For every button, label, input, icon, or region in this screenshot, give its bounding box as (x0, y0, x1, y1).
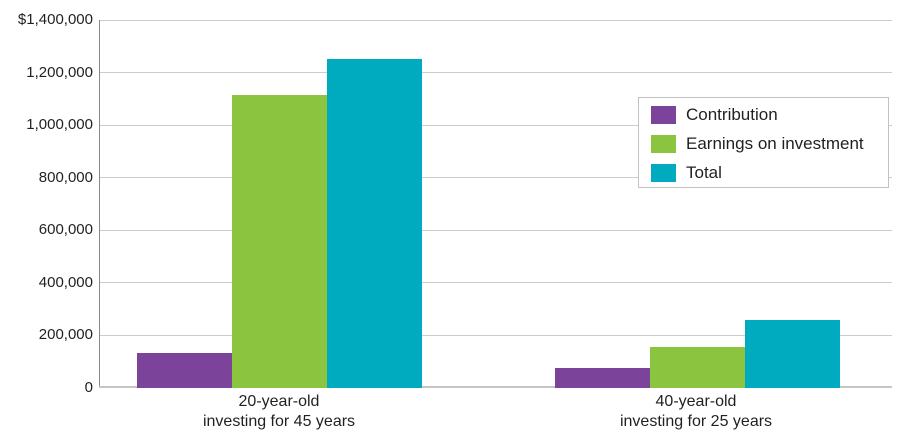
gridline (99, 229, 892, 231)
y-axis-tick-label: 1,000,000 (26, 116, 93, 134)
bar-earnings-on-investment-group2 (650, 347, 745, 388)
category-label-line1: 40-year-old (655, 393, 737, 410)
bar-contribution-group1 (137, 352, 232, 388)
legend-label-earnings: Earnings on investment (686, 133, 864, 153)
category-label-20-year-old: 20-year-old investing for 45 years (203, 392, 355, 432)
bar-contribution-group2 (555, 368, 650, 388)
y-axis-tick-label: 800,000 (38, 168, 93, 186)
gridline (99, 72, 892, 74)
legend-item-earnings: Earnings on investment (651, 130, 888, 158)
y-axis-tick-label: 1,200,000 (26, 63, 93, 81)
legend-swatch-contribution (651, 106, 676, 125)
x-axis-line (99, 386, 892, 388)
category-label-40-year-old: 40-year-old investing for 25 years (620, 392, 772, 432)
y-axis-tick-label: 600,000 (38, 221, 93, 239)
category-label-line2: investing for 25 years (619, 413, 773, 430)
y-axis-line (99, 20, 100, 388)
legend-item-total: Total (651, 159, 888, 187)
bar-total-group1 (327, 59, 422, 388)
legend-swatch-total (651, 163, 676, 182)
gridline (99, 124, 892, 126)
legend-label-contribution: Contribution (686, 105, 778, 125)
y-axis-tick-label: 400,000 (38, 273, 93, 291)
category-label-line2: investing for 45 years (202, 413, 356, 430)
gridline (99, 177, 892, 179)
legend-swatch-earnings (651, 134, 676, 153)
gridline (99, 282, 892, 284)
y-axis-tick-label: 200,000 (38, 326, 93, 344)
bar-earnings-on-investment-group1 (232, 94, 327, 388)
category-label-line1: 20-year-old (238, 393, 320, 410)
gridline (99, 334, 892, 336)
y-axis-tick-label: 0 (84, 379, 93, 396)
gridline (99, 19, 892, 21)
y-axis-tick-label: $1,400,000 (17, 11, 93, 28)
legend: Contribution Earnings on investment Tota… (638, 97, 889, 188)
legend-label-total: Total (686, 162, 722, 182)
legend-item-contribution: Contribution (651, 101, 888, 129)
bar-total-group2 (745, 319, 840, 388)
